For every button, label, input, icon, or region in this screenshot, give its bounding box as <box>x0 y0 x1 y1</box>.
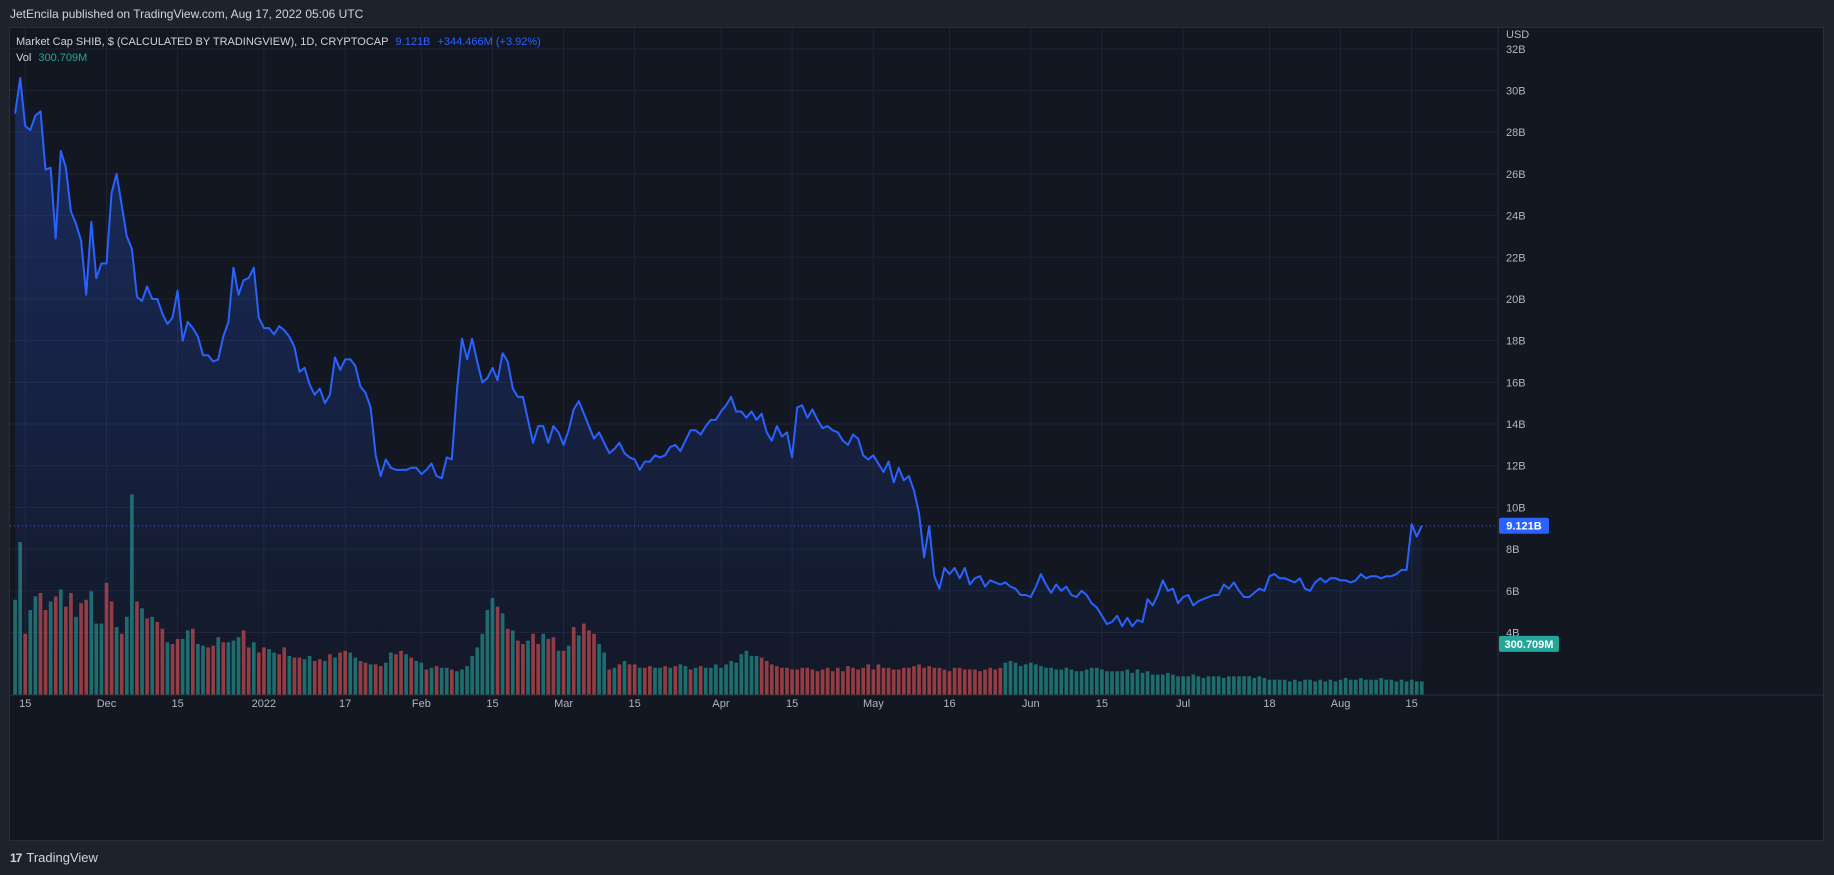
legend-vol-row: Vol 300.709M <box>16 50 545 66</box>
volume-bar <box>13 599 17 695</box>
legend-vol-value: 300.709M <box>38 52 88 64</box>
time-tick-label: May <box>863 698 884 710</box>
publish-header: JetEncila published on TradingView.com, … <box>0 0 1834 28</box>
price-tick-label: 16B <box>1506 377 1526 389</box>
price-tick-label: 30B <box>1506 86 1526 98</box>
tradingview-brand[interactable]: 17 TradingView <box>10 850 98 865</box>
price-area <box>15 78 1422 695</box>
time-tick-label: 15 <box>19 698 31 710</box>
volume-badge: 300.709M <box>1499 635 1559 652</box>
price-tick-label: 22B <box>1506 252 1526 264</box>
footer: 17 TradingView <box>0 842 1834 875</box>
time-tick-label: 15 <box>629 698 641 710</box>
legend-change: +344.466M (+3.92%) <box>437 36 541 48</box>
time-tick-label: Feb <box>412 698 431 710</box>
time-tick-label: 15 <box>1406 698 1418 710</box>
time-tick-label: Apr <box>712 698 729 710</box>
time-tick-label: Jul <box>1176 698 1190 710</box>
time-tick-label: 15 <box>786 698 798 710</box>
time-tick-label: 15 <box>1096 698 1108 710</box>
time-tick-label: 18 <box>1263 698 1275 710</box>
price-tick-label: 8B <box>1506 544 1519 556</box>
time-tick-label: 15 <box>486 698 498 710</box>
price-tick-label: 14B <box>1506 419 1526 431</box>
price-tick-label: 10B <box>1506 502 1526 514</box>
time-tick-label: 15 <box>171 698 183 710</box>
legend-last-value: 9.121B <box>395 36 431 48</box>
price-tick-label: 20B <box>1506 294 1526 306</box>
legend-main-row: Market Cap SHIB, $ (CALCULATED BY TRADIN… <box>16 34 545 50</box>
time-tick-label: 2022 <box>252 698 276 710</box>
time-tick-label: 16 <box>943 698 955 710</box>
volume-badge-text: 300.709M <box>1505 639 1554 651</box>
volume-bar <box>1419 681 1424 695</box>
price-tick-label: 12B <box>1506 461 1526 473</box>
time-tick-label: Dec <box>97 698 117 710</box>
legend-vol-label[interactable]: Vol <box>16 52 32 64</box>
last-price-badge: 9.121B <box>1499 517 1549 534</box>
price-tick-label: 26B <box>1506 169 1526 181</box>
currency-label: USD <box>1506 29 1529 41</box>
brand-label: TradingView <box>26 850 98 865</box>
legend-symbol[interactable]: Market Cap SHIB, $ (CALCULATED BY TRADIN… <box>16 36 389 48</box>
chart-canvas[interactable]: USD4B6B8B10B12B14B16B18B20B22B24B26B28B3… <box>10 28 1823 840</box>
time-tick-label: 17 <box>339 698 351 710</box>
chart-legend: Market Cap SHIB, $ (CALCULATED BY TRADIN… <box>16 34 545 66</box>
time-axis: 15 Dec 15 2022 17 Feb 15 Mar 15 Apr 15 May 16 Jun 15 Ju… <box>19 698 1418 710</box>
time-tick-label: Mar <box>554 698 573 710</box>
price-tick-label: 28B <box>1506 127 1526 139</box>
publish-info: JetEncila published on TradingView.com, … <box>10 7 364 21</box>
tradingview-logo-icon: 17 <box>10 850 22 865</box>
price-axis: USD4B6B8B10B12B14B16B18B20B22B24B26B28B3… <box>1506 29 1529 639</box>
time-tick-label: Jun <box>1022 698 1040 710</box>
chart-panel[interactable]: USD 4B 6B 8B 10B 12B 14B 16B 18B 20B 22B 24B 26B 28B 3… <box>9 27 1824 841</box>
time-tick-label: Aug <box>1331 698 1351 710</box>
price-tick-label: 32B <box>1506 44 1526 56</box>
price-tick-label: 6B <box>1506 586 1519 598</box>
price-line <box>14 77 1423 628</box>
last-price-badge-text: 9.121B <box>1506 521 1542 533</box>
price-tick-label: 24B <box>1506 211 1526 223</box>
price-tick-label: 18B <box>1506 336 1526 348</box>
